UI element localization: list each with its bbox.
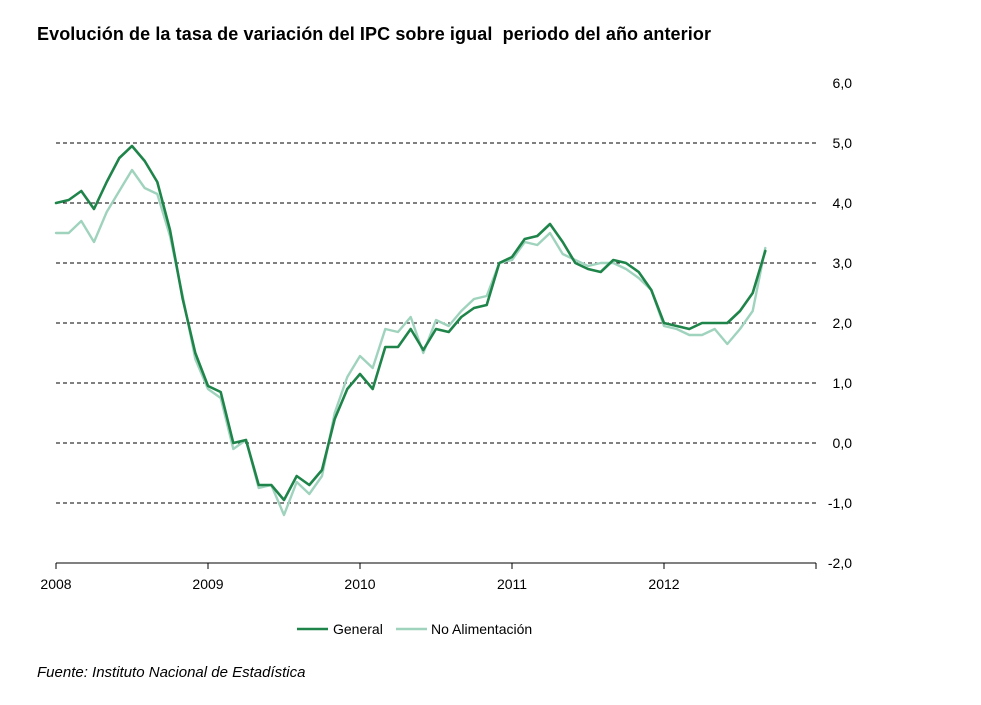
x-axis-labels: 2008 2009 2010 2011 2012	[40, 576, 679, 592]
y-tick-label: 0,0	[833, 435, 853, 451]
x-axis	[55, 562, 817, 569]
y-tick-label: -1,0	[828, 495, 852, 511]
legend-item-no-alimentacion-label: No Alimentación	[431, 621, 532, 637]
source-note: Fuente: Instituto Nacional de Estadístic…	[37, 664, 306, 681]
x-tick-label: 2009	[192, 576, 223, 592]
x-tick-label: 2010	[344, 576, 375, 592]
y-tick-label: -2,0	[828, 555, 852, 571]
series-lines	[54, 144, 767, 517]
chart-title: Evolución de la tasa de variación del IP…	[37, 24, 712, 44]
series-line-general	[54, 144, 767, 502]
legend: General No Alimentación	[297, 621, 532, 637]
y-tick-label: 1,0	[833, 375, 853, 391]
series-line-no-alimentacion	[54, 168, 767, 517]
y-tick-label: 4,0	[833, 195, 853, 211]
y-tick-label: 2,0	[833, 315, 853, 331]
x-tick-label: 2008	[40, 576, 71, 592]
y-tick-label: 6,0	[833, 75, 853, 91]
legend-item-general-label: General	[333, 621, 383, 637]
x-tick-label: 2011	[497, 576, 527, 592]
y-tick-label: 3,0	[833, 255, 853, 271]
y-tick-label: 5,0	[833, 135, 853, 151]
x-tick-label: 2012	[648, 576, 679, 592]
y-axis-labels: 6,0 5,0 4,0 3,0 2,0 1,0 0,0 -1,0 -2,0	[828, 75, 852, 571]
